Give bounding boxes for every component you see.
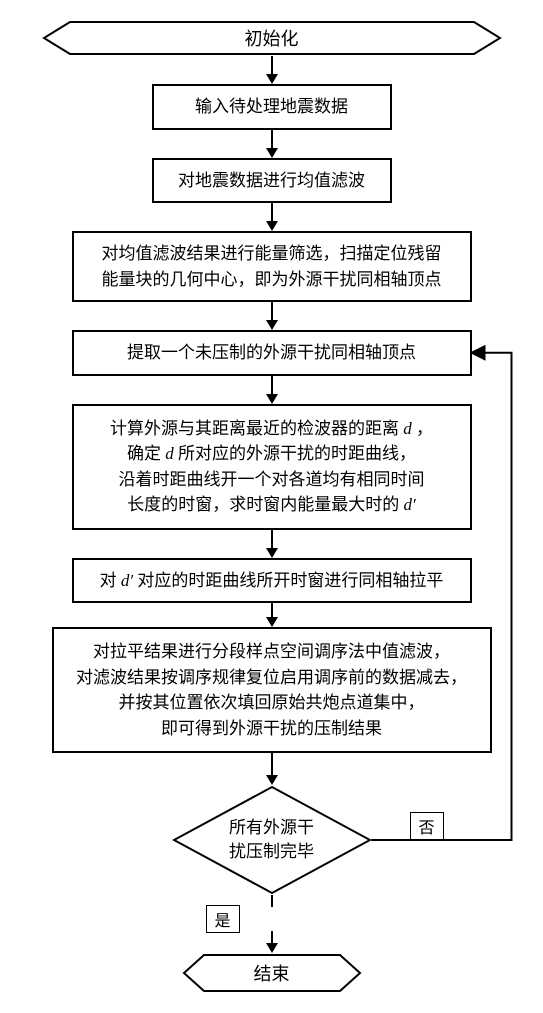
arrow: [266, 530, 278, 558]
arrow-yes: [271, 895, 273, 907]
step-meanfilter: 对地震数据进行均值滤波: [152, 158, 392, 204]
no-label: 否: [410, 812, 444, 840]
arrow: [266, 753, 278, 785]
arrow: [266, 302, 278, 330]
arrow: [266, 56, 278, 84]
terminator-start: 初始化: [42, 20, 502, 56]
step-text: 输入待处理地震数据: [195, 97, 348, 116]
step-median-filter: 对拉平结果进行分段样点空间调序法中值滤波，对滤波结果按调序规律复位启用调序前的数…: [52, 627, 492, 753]
end-label: 结束: [254, 960, 290, 986]
step-text: 对均值滤波结果进行能量筛选，扫描定位残留能量块的几何中心，即为外源干扰同相轴顶点: [102, 244, 442, 289]
yes-label: 是: [206, 905, 240, 933]
step-input: 输入待处理地震数据: [152, 84, 392, 130]
terminator-end: 结束: [182, 953, 362, 993]
step-text: 对拉平结果进行分段样点空间调序法中值滤波，对滤波结果按调序规律复位启用调序前的数…: [76, 642, 467, 738]
start-label: 初始化: [245, 25, 299, 51]
arrow: [266, 603, 278, 627]
step-extract-vertex: 提取一个未压制的外源干扰同相轴顶点: [72, 330, 472, 376]
arrow: [266, 376, 278, 404]
step-flatten: 对 d′ 对应的时距曲线所开时窗进行同相轴拉平: [72, 558, 472, 604]
step-text: 计算外源与其距离最近的检波器的距离 d ，确定 d 所对应的外源干扰的时距曲线，…: [110, 419, 433, 515]
arrow: [266, 130, 278, 158]
arrow: [266, 203, 278, 231]
step-compute-d: 计算外源与其距离最近的检波器的距离 d ，确定 d 所对应的外源干扰的时距曲线，…: [72, 404, 472, 530]
decision-text: 所有外源干扰压制完毕: [229, 816, 314, 864]
step-text: 对 d′ 对应的时距曲线所开时窗进行同相轴拉平: [100, 571, 444, 590]
step-text: 提取一个未压制的外源干扰同相轴顶点: [127, 343, 416, 362]
step-text: 对地震数据进行均值滤波: [178, 171, 365, 190]
arrow: [266, 931, 278, 953]
step-energy-scan: 对均值滤波结果进行能量筛选，扫描定位残留能量块的几何中心，即为外源干扰同相轴顶点: [72, 231, 472, 302]
decision-all-suppressed: 所有外源干扰压制完毕: [172, 785, 372, 895]
